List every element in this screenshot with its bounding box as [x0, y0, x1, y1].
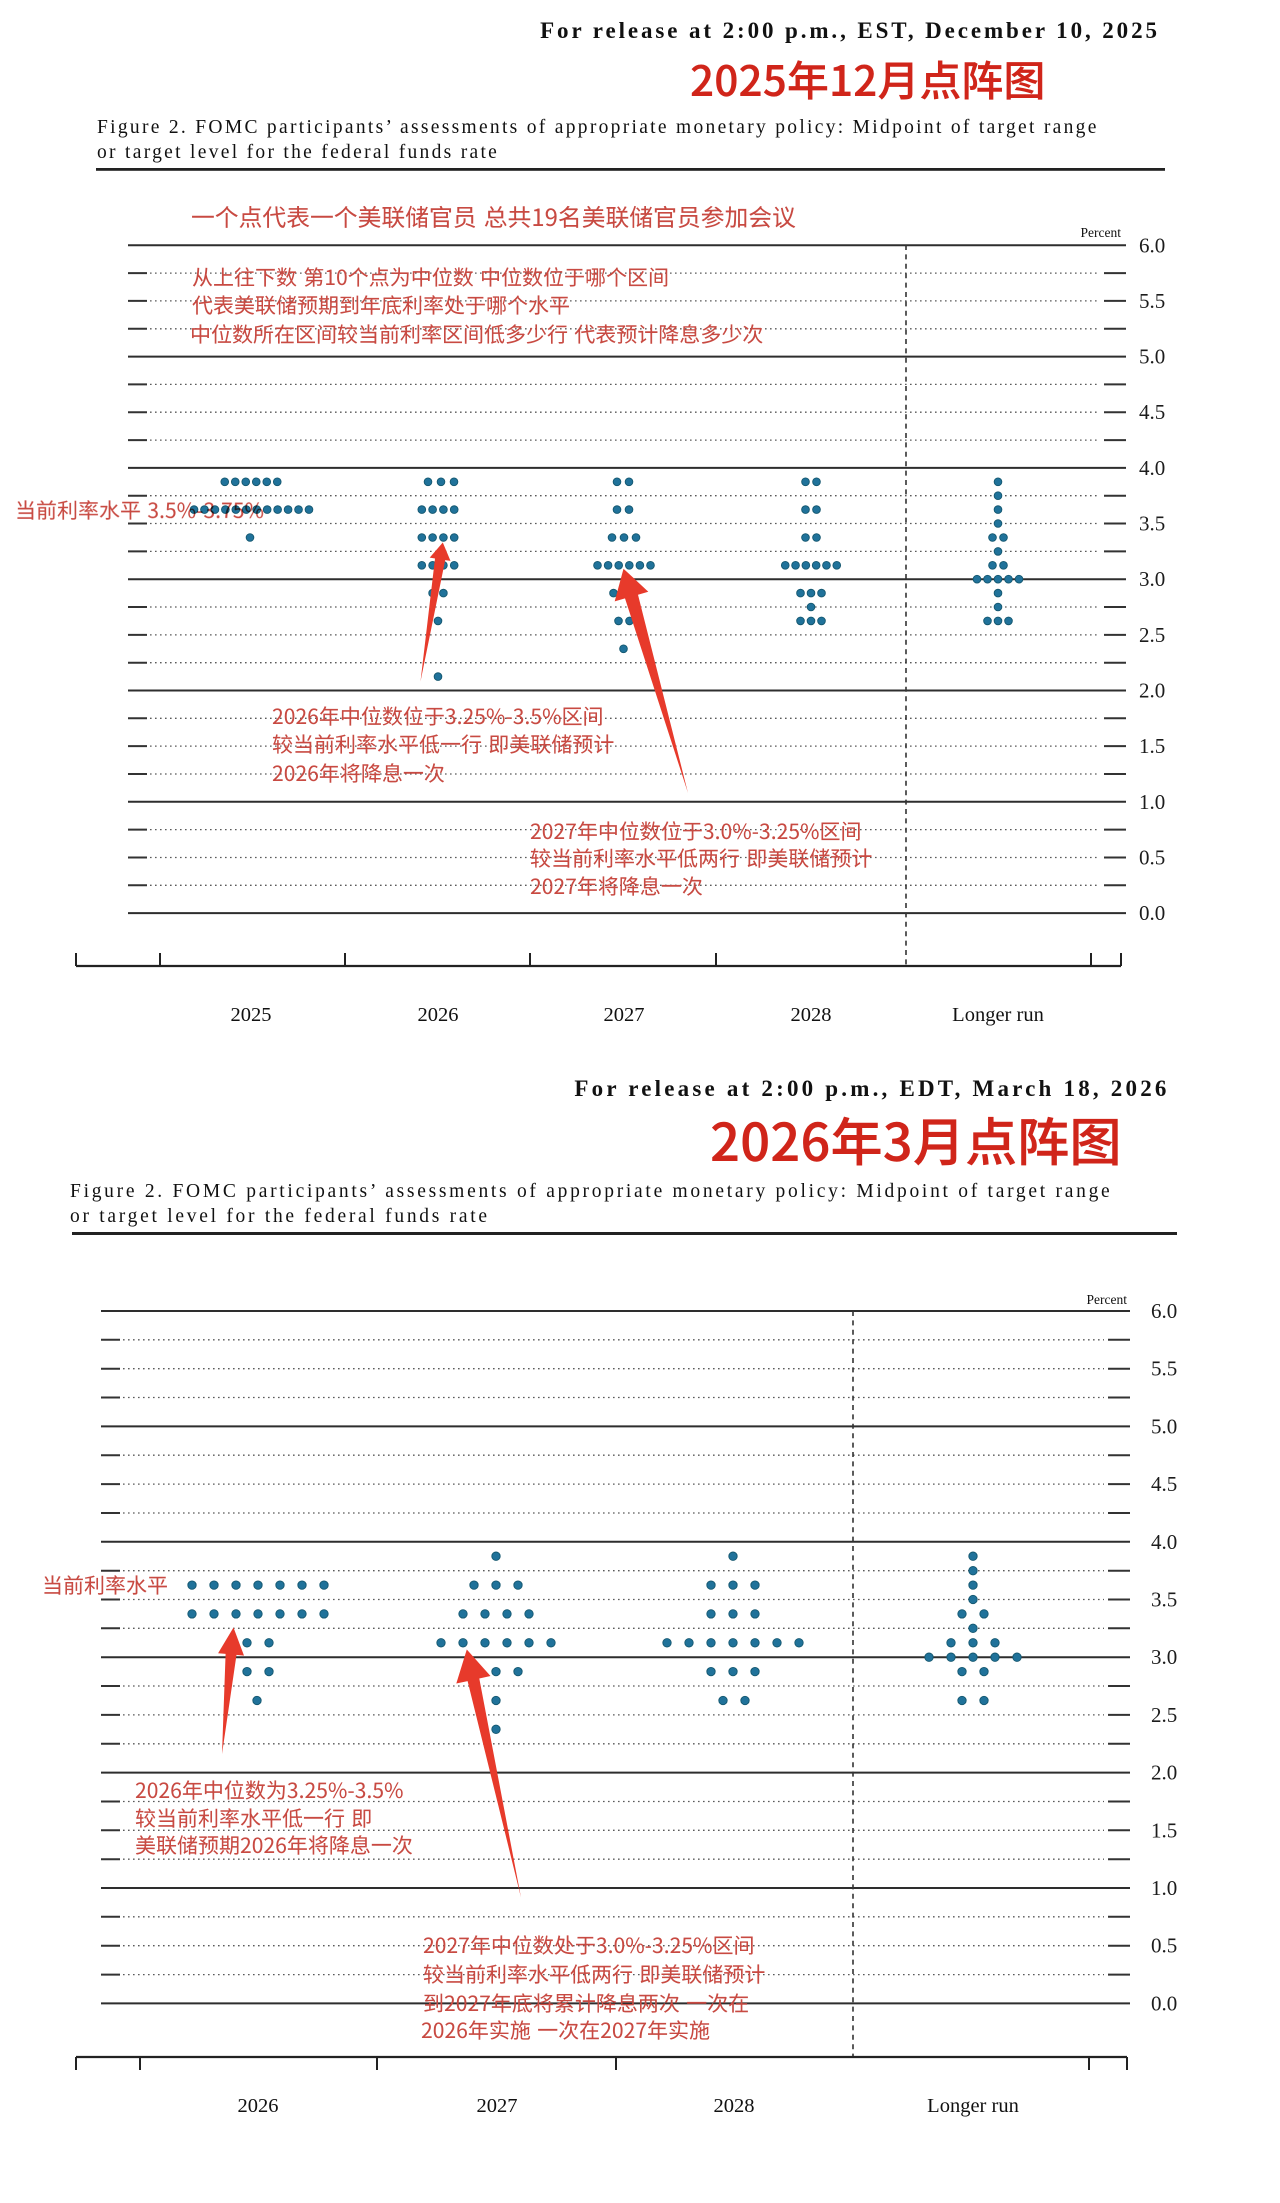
- svg-text:4.0: 4.0: [1139, 456, 1165, 480]
- svg-text:Percent: Percent: [1081, 225, 1122, 240]
- svg-text:Figure 2. FOMC participants’: Figure 2. FOMC participants’ assessments…: [97, 117, 1099, 138]
- svg-text:Longer run: Longer run: [952, 1004, 1044, 1026]
- svg-text:2025: 2025: [231, 1004, 272, 1026]
- svg-text:For release at 2:00 p.m., EDT,: For release at 2:00 p.m., EDT, March 18,…: [574, 1076, 1169, 1101]
- svg-text:2027: 2027: [477, 2095, 518, 2117]
- svg-text:5.5: 5.5: [1139, 289, 1165, 313]
- svg-text:2.5: 2.5: [1151, 1703, 1177, 1727]
- svg-text:2026: 2026: [238, 2095, 279, 2117]
- svg-text:0.0: 0.0: [1151, 1991, 1177, 2015]
- svg-text:5.0: 5.0: [1151, 1414, 1177, 1438]
- svg-text:0.5: 0.5: [1139, 846, 1165, 870]
- svg-text:3.5: 3.5: [1139, 512, 1165, 536]
- svg-text:1.5: 1.5: [1151, 1818, 1177, 1842]
- svg-text:4.5: 4.5: [1151, 1472, 1177, 1496]
- svg-text:2028: 2028: [714, 2095, 755, 2117]
- svg-text:3.0: 3.0: [1139, 567, 1165, 591]
- svg-text:5.5: 5.5: [1151, 1357, 1177, 1381]
- svg-text:3.0: 3.0: [1151, 1645, 1177, 1669]
- svg-text:2.5: 2.5: [1139, 623, 1165, 647]
- svg-text:0.5: 0.5: [1151, 1934, 1177, 1958]
- svg-text:2.0: 2.0: [1151, 1761, 1177, 1785]
- svg-text:4.5: 4.5: [1139, 400, 1165, 424]
- svg-text:0.0: 0.0: [1139, 901, 1165, 925]
- svg-text:Percent: Percent: [1087, 1292, 1128, 1307]
- svg-text:Figure 2. FOMC participants’: Figure 2. FOMC participants’ assessments…: [70, 1181, 1112, 1202]
- svg-text:1.0: 1.0: [1139, 790, 1165, 814]
- svg-text:For release at 2:00 p.m., EST,: For release at 2:00 p.m., EST, December …: [540, 18, 1160, 43]
- svg-text:4.0: 4.0: [1151, 1530, 1177, 1554]
- svg-text:Longer run: Longer run: [927, 2095, 1019, 2117]
- svg-text:2026: 2026: [418, 1004, 459, 1026]
- svg-text:6.0: 6.0: [1139, 233, 1165, 257]
- svg-text:2027: 2027: [604, 1004, 645, 1026]
- svg-text:1.0: 1.0: [1151, 1876, 1177, 1900]
- svg-text:or target level for the federa: or target level for the federal funds ra…: [70, 1206, 490, 1227]
- svg-text:3.5: 3.5: [1151, 1588, 1177, 1612]
- svg-text:or target level for the federa: or target level for the federal funds ra…: [97, 142, 499, 163]
- svg-text:6.0: 6.0: [1151, 1299, 1177, 1323]
- svg-text:2028: 2028: [791, 1004, 832, 1026]
- svg-text:2.0: 2.0: [1139, 679, 1165, 703]
- svg-text:5.0: 5.0: [1139, 345, 1165, 369]
- svg-text:1.5: 1.5: [1139, 734, 1165, 758]
